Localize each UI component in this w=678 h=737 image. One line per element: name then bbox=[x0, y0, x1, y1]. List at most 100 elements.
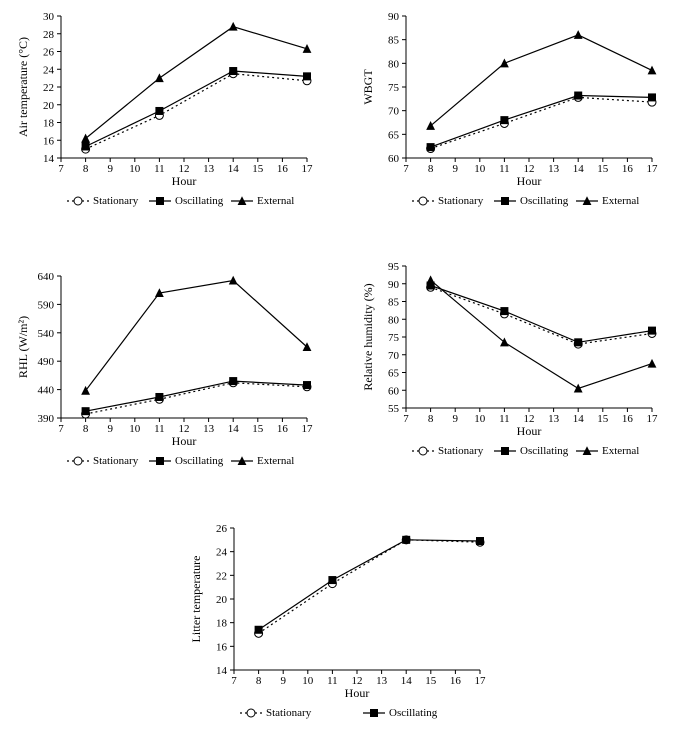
chart-air-temperature: 7891011121314151617141618202224262830Hou… bbox=[15, 8, 315, 216]
series-oscillating-line bbox=[86, 381, 307, 411]
x-tick-label: 14 bbox=[228, 423, 240, 435]
y-tick-label: 65 bbox=[388, 368, 400, 380]
y-tick-label: 490 bbox=[38, 356, 55, 368]
y-tick-label: 90 bbox=[388, 279, 400, 291]
legend-label-stationary: Stationary bbox=[438, 445, 484, 457]
y-tick-label: 18 bbox=[216, 618, 228, 630]
x-tick-label: 8 bbox=[428, 413, 434, 425]
x-tick-label: 13 bbox=[376, 675, 388, 687]
series-oscillating-line bbox=[431, 286, 652, 343]
x-tick-label: 17 bbox=[475, 675, 487, 687]
legend-label-stationary: Stationary bbox=[93, 195, 139, 207]
y-tick-label: 65 bbox=[388, 129, 400, 141]
legend-label-oscillating: Oscillating bbox=[175, 195, 224, 207]
x-axis-label: Hour bbox=[172, 434, 197, 448]
x-tick-label: 13 bbox=[203, 163, 215, 175]
y-tick-label: 60 bbox=[388, 153, 400, 165]
y-tick-label: 55 bbox=[388, 403, 400, 415]
y-tick-label: 90 bbox=[388, 11, 400, 23]
y-tick-label: 80 bbox=[388, 314, 400, 326]
y-tick-label: 20 bbox=[216, 594, 228, 606]
y-axis-label: RHL (W/m²) bbox=[16, 316, 30, 378]
y-axis-label: Air temperature (°C) bbox=[16, 37, 30, 137]
x-tick-label: 11 bbox=[154, 163, 165, 175]
y-tick-label: 70 bbox=[388, 106, 400, 118]
x-tick-label: 9 bbox=[107, 163, 113, 175]
y-tick-label: 70 bbox=[388, 350, 400, 362]
y-tick-label: 16 bbox=[216, 641, 228, 653]
y-tick-label: 18 bbox=[43, 118, 55, 130]
y-tick-label: 20 bbox=[43, 100, 55, 112]
x-tick-label: 15 bbox=[597, 163, 609, 175]
x-tick-label: 11 bbox=[327, 675, 338, 687]
legend-label-oscillating: Oscillating bbox=[175, 455, 224, 467]
series-external-line bbox=[86, 281, 307, 391]
y-tick-label: 28 bbox=[43, 29, 55, 41]
x-axis-label: Hour bbox=[172, 174, 197, 188]
y-tick-label: 22 bbox=[43, 82, 54, 94]
chart-relative-humidity: 7891011121314151617556065707580859095Hou… bbox=[360, 258, 660, 466]
x-tick-label: 16 bbox=[277, 163, 289, 175]
y-tick-label: 22 bbox=[216, 570, 227, 582]
y-tick-label: 85 bbox=[388, 297, 400, 309]
y-tick-label: 80 bbox=[388, 58, 400, 70]
chart-wbgt: 789101112131415161760657075808590HourWBG… bbox=[360, 8, 660, 216]
x-tick-label: 16 bbox=[277, 423, 289, 435]
legend-label-oscillating: Oscillating bbox=[520, 195, 569, 207]
legend-label-external: External bbox=[602, 195, 639, 207]
y-axis-label: Relative humidity (%) bbox=[361, 283, 375, 390]
y-tick-label: 24 bbox=[216, 547, 228, 559]
figure-grid: { "global": { "background_color": "#ffff… bbox=[0, 0, 678, 737]
x-tick-label: 17 bbox=[302, 163, 314, 175]
y-tick-label: 16 bbox=[43, 135, 55, 147]
x-tick-label: 8 bbox=[428, 163, 434, 175]
x-tick-label: 17 bbox=[302, 423, 314, 435]
chart-rhl: 7891011121314151617390440490540590640Hou… bbox=[15, 268, 315, 476]
x-tick-label: 10 bbox=[474, 413, 486, 425]
y-tick-label: 14 bbox=[43, 153, 55, 165]
y-tick-label: 14 bbox=[216, 665, 228, 677]
x-tick-label: 11 bbox=[499, 163, 510, 175]
y-tick-label: 440 bbox=[38, 385, 55, 397]
series-oscillating-line bbox=[86, 71, 307, 147]
y-tick-label: 390 bbox=[38, 413, 55, 425]
legend-label-external: External bbox=[257, 455, 294, 467]
x-tick-label: 13 bbox=[548, 163, 560, 175]
x-tick-label: 8 bbox=[256, 675, 262, 687]
x-tick-label: 10 bbox=[129, 423, 141, 435]
x-tick-label: 7 bbox=[231, 675, 237, 687]
series-stationary-line bbox=[259, 540, 480, 634]
x-tick-label: 9 bbox=[452, 163, 458, 175]
x-tick-label: 16 bbox=[622, 163, 634, 175]
series-external-line bbox=[431, 35, 652, 126]
x-axis-label: Hour bbox=[345, 686, 370, 700]
x-tick-label: 10 bbox=[129, 163, 141, 175]
y-tick-label: 95 bbox=[388, 261, 400, 273]
x-tick-label: 8 bbox=[83, 423, 89, 435]
legend-label-external: External bbox=[602, 445, 639, 457]
x-tick-label: 17 bbox=[647, 413, 659, 425]
y-tick-label: 540 bbox=[38, 328, 55, 340]
y-tick-label: 60 bbox=[388, 385, 400, 397]
x-tick-label: 8 bbox=[83, 163, 89, 175]
legend-label-oscillating: Oscillating bbox=[520, 445, 569, 457]
x-tick-label: 11 bbox=[499, 413, 510, 425]
y-tick-label: 75 bbox=[388, 332, 400, 344]
legend-label-external: External bbox=[257, 195, 294, 207]
x-tick-label: 15 bbox=[425, 675, 437, 687]
x-tick-label: 14 bbox=[573, 163, 585, 175]
legend-label-stationary: Stationary bbox=[93, 455, 139, 467]
series-stationary-line bbox=[431, 97, 652, 148]
x-axis-label: Hour bbox=[517, 174, 542, 188]
y-axis-label: WBGT bbox=[361, 69, 375, 105]
y-tick-label: 640 bbox=[38, 271, 55, 283]
x-tick-label: 15 bbox=[252, 423, 263, 435]
x-tick-label: 9 bbox=[452, 413, 458, 425]
y-tick-label: 24 bbox=[43, 64, 55, 76]
legend-label-oscillating: Oscillating bbox=[389, 707, 438, 719]
x-tick-label: 9 bbox=[107, 423, 113, 435]
x-tick-label: 13 bbox=[548, 413, 560, 425]
x-tick-label: 15 bbox=[597, 413, 609, 425]
x-tick-label: 16 bbox=[450, 675, 462, 687]
series-external-line bbox=[86, 27, 307, 139]
